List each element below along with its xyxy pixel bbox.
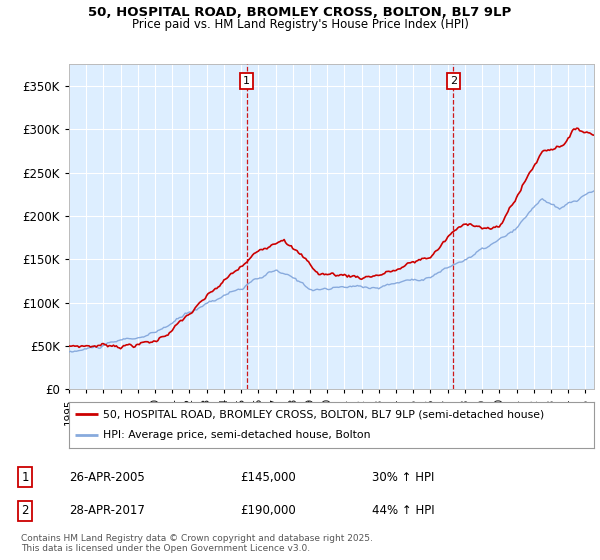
Text: 1: 1 xyxy=(22,470,29,484)
Text: Contains HM Land Registry data © Crown copyright and database right 2025.
This d: Contains HM Land Registry data © Crown c… xyxy=(21,534,373,553)
Text: 1: 1 xyxy=(243,76,250,86)
Text: Price paid vs. HM Land Registry's House Price Index (HPI): Price paid vs. HM Land Registry's House … xyxy=(131,18,469,31)
Text: 50, HOSPITAL ROAD, BROMLEY CROSS, BOLTON, BL7 9LP (semi-detached house): 50, HOSPITAL ROAD, BROMLEY CROSS, BOLTON… xyxy=(103,409,544,419)
Text: £145,000: £145,000 xyxy=(240,470,296,484)
Text: HPI: Average price, semi-detached house, Bolton: HPI: Average price, semi-detached house,… xyxy=(103,430,371,440)
Text: 30% ↑ HPI: 30% ↑ HPI xyxy=(372,470,434,484)
Text: 2: 2 xyxy=(22,504,29,517)
Text: 50, HOSPITAL ROAD, BROMLEY CROSS, BOLTON, BL7 9LP: 50, HOSPITAL ROAD, BROMLEY CROSS, BOLTON… xyxy=(88,6,512,18)
Text: 26-APR-2005: 26-APR-2005 xyxy=(69,470,145,484)
Text: 44% ↑ HPI: 44% ↑ HPI xyxy=(372,504,434,517)
Text: £190,000: £190,000 xyxy=(240,504,296,517)
Text: 2: 2 xyxy=(449,76,457,86)
Text: 28-APR-2017: 28-APR-2017 xyxy=(69,504,145,517)
